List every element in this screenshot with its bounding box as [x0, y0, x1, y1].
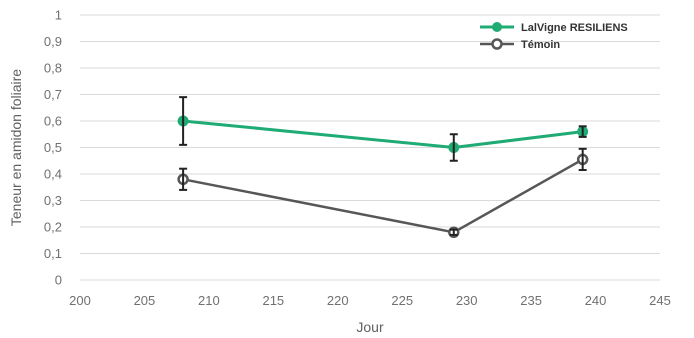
- x-tick-label: 205: [134, 293, 156, 308]
- legend-label: Témoin: [521, 39, 560, 51]
- legend-label: LalVigne RESILIENS: [521, 22, 628, 34]
- legend-marker: [492, 22, 502, 32]
- legend-marker: [491, 38, 503, 50]
- series-0: [177, 96, 589, 162]
- error-bar: [179, 167, 188, 191]
- legend: LalVigne RESILIENS Témoin: [480, 22, 628, 51]
- y-tick-label: 0,4: [44, 167, 62, 182]
- series-1: [177, 147, 589, 239]
- y-tick-label: 0,8: [44, 61, 62, 76]
- x-axis-ticks: 200 205 210 215 220 225 230 235 240 245: [69, 293, 671, 308]
- x-axis-title: Jour: [356, 319, 384, 335]
- y-tick-label: 0: [55, 273, 62, 288]
- error-bar: [449, 228, 458, 236]
- y-tick-label: 0,3: [44, 193, 62, 208]
- error-bar: [578, 147, 587, 172]
- series-line: [182, 158, 584, 234]
- gridlines: [80, 14, 660, 281]
- legend-item: Témoin: [480, 38, 560, 51]
- y-tick-label: 0,1: [44, 246, 62, 261]
- y-tick-label: 0,2: [44, 220, 62, 235]
- plot-area: [177, 96, 589, 239]
- error-bar: [449, 133, 458, 162]
- y-tick-label: 0,6: [44, 114, 62, 129]
- y-tick-label: 0,9: [44, 34, 62, 49]
- y-tick-label: 0,7: [44, 87, 62, 102]
- series-line: [182, 119, 583, 149]
- legend-item: LalVigne RESILIENS: [480, 22, 628, 34]
- x-tick-label: 210: [198, 293, 220, 308]
- x-tick-label: 215: [262, 293, 284, 308]
- y-axis-ticks: 0 0,1 0,2 0,3 0,4 0,5 0,6 0,7 0,8 0,9 1: [44, 8, 62, 288]
- x-tick-label: 200: [69, 293, 91, 308]
- y-tick-label: 0,5: [44, 140, 62, 155]
- x-tick-label: 240: [585, 293, 607, 308]
- x-tick-label: 220: [327, 293, 349, 308]
- x-tick-label: 245: [649, 293, 671, 308]
- error-bar: [179, 96, 188, 146]
- x-tick-label: 230: [456, 293, 478, 308]
- y-tick-label: 1: [55, 8, 62, 23]
- error-bar: [578, 125, 587, 138]
- x-tick-label: 235: [520, 293, 542, 308]
- x-tick-label: 225: [391, 293, 413, 308]
- y-axis-title: Teneur en amidon foliaire: [8, 69, 24, 226]
